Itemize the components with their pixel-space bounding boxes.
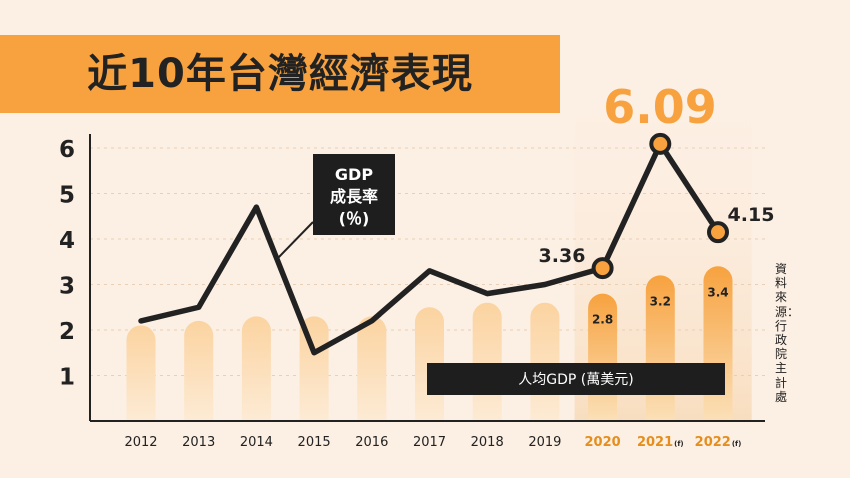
bar-legend-label: 人均GDP (萬美元) <box>518 372 633 388</box>
line-label-2020: 3.36 <box>539 245 586 267</box>
x-tick-2017: 2017 <box>413 435 446 450</box>
x-tick-2022: 2022(f) <box>695 435 742 450</box>
bar-label-2022: 3.4 <box>707 285 728 299</box>
axes <box>89 134 765 422</box>
x-tick-labels: 2012 2013 2014 2015 2016 2017 2018 2019 2020 2021… <box>124 435 741 450</box>
bar-2015 <box>299 316 329 421</box>
line-series <box>138 141 721 356</box>
y-tick-1: 1 <box>59 365 75 391</box>
bar-series-legend: 人均GDP (萬美元) <box>427 363 725 395</box>
page-title: 近10年台灣經濟表現 <box>87 51 473 97</box>
x-tick-2019: 2019 <box>528 435 561 450</box>
x-tick-2016: 2016 <box>355 435 388 450</box>
y-tick-2: 2 <box>59 319 75 345</box>
point-2021 <box>649 132 672 155</box>
bar-2014 <box>241 316 271 421</box>
bar-legend-box <box>427 363 725 395</box>
line-points <box>591 132 729 280</box>
bar-2016 <box>357 316 387 421</box>
y-tick-5: 5 <box>59 183 75 209</box>
bar-label-2020: 2.8 <box>592 313 613 327</box>
line-series-legend: GDP 成長率 (％) <box>277 154 395 259</box>
line-legend-label-2: (％) <box>339 209 370 228</box>
y-tick-6: 6 <box>59 137 75 163</box>
bar-2013 <box>184 320 214 421</box>
point-2020 <box>591 257 614 280</box>
line-legend-label-1: 成長率 <box>330 187 378 206</box>
y-tick-4: 4 <box>59 228 75 254</box>
x-tick-2018: 2018 <box>471 435 504 450</box>
line-legend-box <box>313 154 395 235</box>
line-label-2021: 6.09 <box>603 80 717 134</box>
line-label-2022: 4.15 <box>728 204 775 226</box>
line-legend-pointer <box>277 221 314 259</box>
source-note: 資料來源：行政院主計處 <box>775 262 800 404</box>
y-tick-3: 3 <box>59 274 75 300</box>
bar-value-labels: 2.8 3.2 3.4 <box>592 285 729 326</box>
point-2022 <box>707 221 729 244</box>
x-tick-2014: 2014 <box>240 435 273 450</box>
line-legend-label-0: GDP <box>335 165 373 184</box>
gdp-growth-line <box>138 141 721 356</box>
x-tick-2021: 2021(f) <box>637 435 684 450</box>
title-banner <box>0 35 560 113</box>
bar-2019 <box>530 302 560 421</box>
bar-2012 <box>126 325 156 421</box>
x-tick-2013: 2013 <box>182 435 215 450</box>
x-tick-2020: 2020 <box>585 435 621 450</box>
bar-2018 <box>472 302 502 421</box>
x-tick-2015: 2015 <box>298 435 331 450</box>
y-tick-labels: 1 2 3 4 5 6 <box>59 137 75 391</box>
bar-label-2021: 3.2 <box>650 294 671 308</box>
x-tick-2012: 2012 <box>124 435 157 450</box>
line-value-labels: 3.36 6.09 4.15 <box>539 80 775 267</box>
